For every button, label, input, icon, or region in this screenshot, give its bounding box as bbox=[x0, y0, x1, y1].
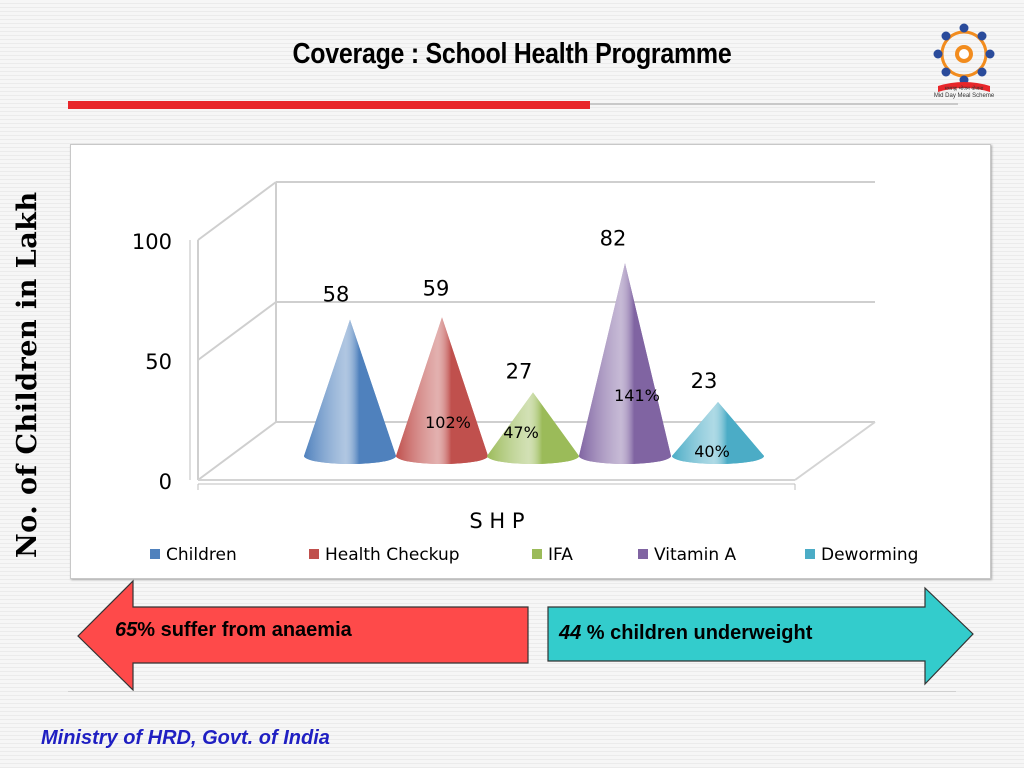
legend-label: Children bbox=[166, 545, 237, 565]
cone-shading bbox=[672, 401, 764, 464]
data-label: 23 bbox=[691, 369, 718, 393]
cone-vitamin-a bbox=[579, 263, 671, 464]
data-label: 27 bbox=[506, 360, 533, 384]
legend-label: Vitamin A bbox=[654, 545, 737, 565]
cone-shading bbox=[579, 263, 671, 464]
cone-deworming bbox=[672, 401, 764, 464]
cone-shading bbox=[396, 317, 488, 464]
underweight-text: % children underweight bbox=[581, 622, 813, 644]
footer-text: Ministry of HRD, Govt. of India bbox=[41, 727, 330, 749]
legend-label: Deworming bbox=[821, 545, 919, 565]
title-underline-gray bbox=[590, 103, 958, 105]
cone-children bbox=[304, 319, 396, 464]
anaemia-number: 65 bbox=[115, 619, 138, 641]
cone-shading bbox=[487, 392, 579, 464]
coverage-label: 47% bbox=[503, 423, 539, 442]
legend-swatch bbox=[309, 549, 319, 559]
legend-swatch bbox=[638, 549, 648, 559]
legend-label: Health Checkup bbox=[325, 545, 460, 565]
legend-swatch bbox=[805, 549, 815, 559]
legend-label: IFA bbox=[548, 545, 573, 565]
gridline-side bbox=[197, 301, 277, 361]
coverage-label: 102% bbox=[425, 413, 471, 432]
title-underline-red bbox=[68, 101, 590, 109]
anaemia-arrow bbox=[77, 579, 529, 692]
legend-item: IFA bbox=[532, 545, 573, 565]
legend-swatch bbox=[150, 549, 160, 559]
legend-item: Children bbox=[150, 545, 237, 565]
coverage-label: 141% bbox=[614, 386, 660, 405]
gridline-side bbox=[197, 421, 277, 481]
data-label: 58 bbox=[323, 283, 350, 307]
data-label: 59 bbox=[423, 276, 450, 300]
anaemia-text: % suffer from anaemia bbox=[137, 619, 352, 641]
anaemia-label: 65% suffer from anaemia bbox=[115, 619, 352, 642]
y-tick-label: 100 bbox=[132, 230, 172, 254]
x-axis-title: S H P bbox=[469, 509, 524, 533]
gridline-side bbox=[197, 181, 277, 241]
cone-shading bbox=[304, 319, 396, 464]
footer-divider bbox=[68, 691, 956, 692]
y-tick-label: 0 bbox=[159, 470, 172, 494]
chart-area bbox=[70, 144, 991, 579]
mid-day-meal-logo-icon bbox=[933, 23, 995, 92]
y-tick-label: 50 bbox=[145, 350, 172, 374]
legend-item: Vitamin A bbox=[638, 545, 736, 565]
logo-hindi-text: मध्याह्न भोजन योजना bbox=[944, 86, 984, 92]
page-title: Coverage : School Health Programme bbox=[292, 38, 732, 70]
legend-swatch bbox=[532, 549, 542, 559]
legend-item: Deworming bbox=[805, 545, 918, 565]
floor-right-edge bbox=[794, 421, 876, 481]
coverage-label: 40% bbox=[694, 442, 730, 461]
underweight-arrow bbox=[547, 586, 974, 686]
data-label: 82 bbox=[600, 226, 627, 250]
cone-ifa bbox=[487, 392, 579, 464]
underweight-label: 44 % children underweight bbox=[559, 622, 812, 645]
cone-health-checkup bbox=[396, 317, 488, 464]
legend-item: Health Checkup bbox=[309, 545, 460, 565]
logo-english-text: Mid Day Meal Scheme bbox=[933, 93, 995, 99]
underweight-number: 44 bbox=[559, 622, 582, 644]
